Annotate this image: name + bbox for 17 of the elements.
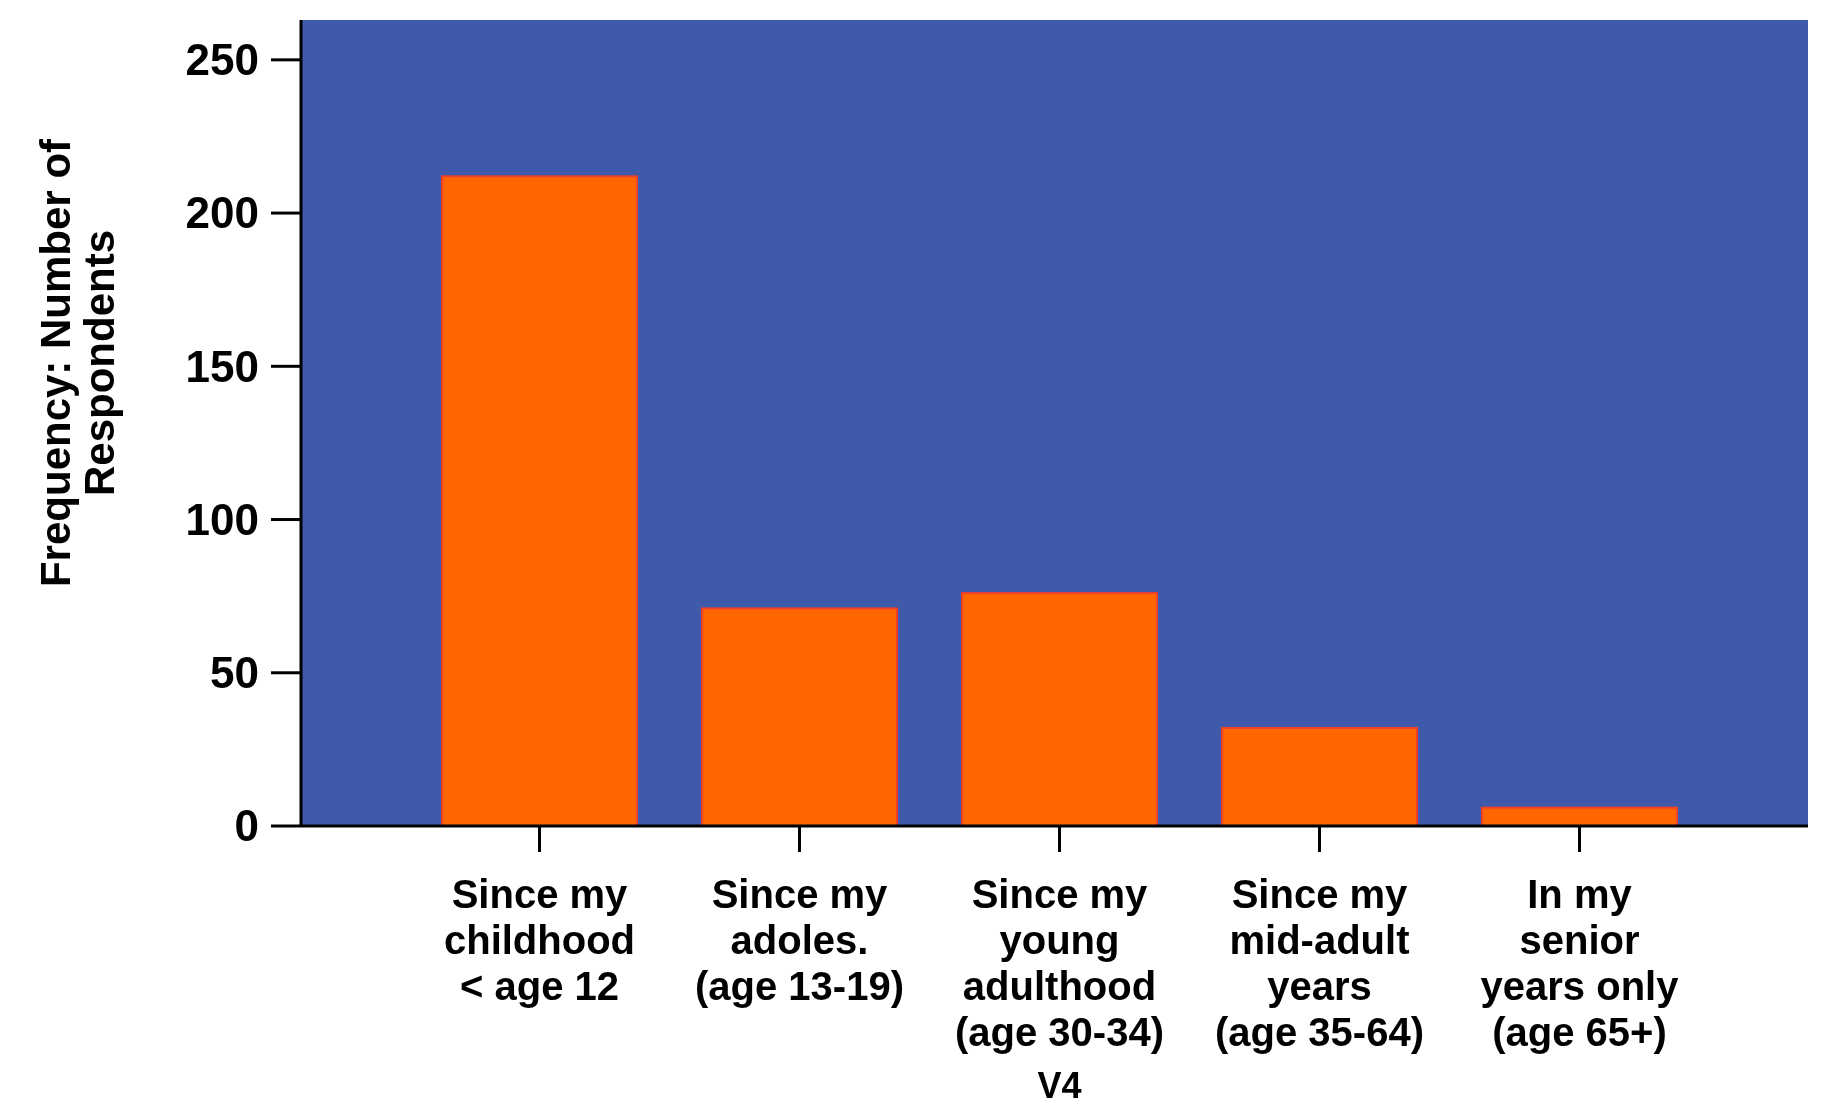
x-tick-label: Since my young adulthood (age 30-34) xyxy=(955,872,1164,1054)
x-tick-label: Since my adoles. (age 13-19) xyxy=(695,872,904,1008)
y-tick-label: 50 xyxy=(210,648,259,698)
bar xyxy=(701,607,898,827)
bar xyxy=(961,592,1158,827)
y-axis-title: Frequency: Number of Respondents xyxy=(32,137,123,588)
x-tick-label: In my senior years only (age 65+) xyxy=(1480,872,1680,1054)
y-tick-label: 200 xyxy=(185,188,259,238)
y-tick-label: 100 xyxy=(185,494,259,544)
y-tick-label: 150 xyxy=(185,341,259,391)
y-tick-label: 0 xyxy=(234,801,259,851)
bar xyxy=(441,175,638,827)
x-axis-title: V4 xyxy=(1037,1065,1082,1106)
x-tick-label: Since my childhood < age 12 xyxy=(443,872,636,1008)
y-tick-label: 250 xyxy=(185,35,259,85)
x-tick-label: Since my mid-adult years (age 35-64) xyxy=(1215,872,1424,1054)
bar xyxy=(1221,726,1418,827)
